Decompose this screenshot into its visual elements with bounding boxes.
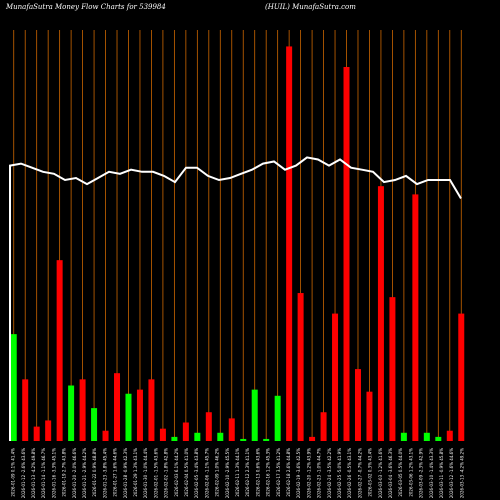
bar [458, 313, 465, 441]
bar [205, 412, 212, 441]
bar [68, 385, 75, 441]
x-tick-label: 2026-03-02 0.3% 43.4% [368, 448, 373, 497]
x-tick-label: 2026-02-25 -5.0% 41.9% [337, 448, 342, 498]
x-tick-label: 2026-02-03 6.1% 44.2% [174, 448, 179, 497]
bar [423, 432, 430, 441]
x-tick-label: 2026-02-17 3.5% 41.2% [276, 448, 281, 497]
bar [228, 418, 235, 441]
bar [171, 436, 178, 441]
x-tick-label: 2026-02-26 -0.5% 43.1% [347, 448, 352, 498]
x-tick-label: 2026-03-09 -2.3% 42.9% [419, 448, 424, 498]
bar [125, 393, 132, 441]
bar [274, 395, 281, 441]
bar [22, 379, 29, 441]
x-tick-label: 2026-01-28 -0.9% 42.3% [123, 448, 128, 498]
bar [435, 436, 442, 441]
x-tick-labels: 2026-01-09 0.1% 41.4% 2026-01-12 -2.6% 43… [11, 448, 465, 498]
chart-subtitle: (HUIL) MunafaSutra.com [265, 3, 356, 11]
bar [56, 260, 63, 441]
x-tick-label: 2026-02-05 -3.4% 43.8% [194, 448, 199, 498]
x-tick-label: 2026-02-06 -1.1% 45.7% [204, 448, 209, 498]
bar [159, 428, 166, 441]
bar [343, 66, 350, 442]
price-line [9, 156, 462, 441]
bar [446, 430, 453, 441]
bar [286, 46, 293, 441]
bar [217, 432, 224, 441]
x-tick-label: 2026-02-11 1.3% 44.1% [235, 448, 240, 497]
x-tick-label: 2026-01-30 -1.0% 44.4% [143, 448, 148, 498]
bar [263, 438, 270, 441]
x-tick-label: 2026-02-13 0.6% 43.6% [255, 448, 260, 497]
x-tick-label: 2026-03-03 -1.2% 41.6% [378, 448, 383, 498]
x-tick-label: 2026-03-12 -1.6% 44.6% [449, 448, 454, 498]
x-tick-label: 2026-01-16 -3.3% 45.1% [51, 448, 56, 498]
x-tick-label: 2026-01-29 1.3% 43.1% [133, 448, 138, 497]
x-tick-label: 2026-03-13 -4.2% 49.2% [459, 448, 464, 498]
bar [400, 432, 407, 441]
x-tick-label: 2026-02-20 -1.2% 43.9% [306, 448, 311, 498]
x-tick-label: 2026-01-23 -3.8% 45.4% [102, 448, 107, 498]
bar [91, 408, 98, 441]
bar [332, 313, 339, 441]
x-tick-label: 2026-03-05 0.5% 44.0% [398, 448, 403, 497]
bars [10, 46, 465, 442]
x-tick-label: 2026-02-19 -3.6% 42.5% [296, 448, 301, 498]
x-tick-label: 2026-02-16 1.2% 45.3% [266, 448, 271, 497]
x-tick-label: 2026-03-04 -3.6% 46.3% [388, 448, 393, 498]
x-tick-label: 2026-01-22 0.9% 48.8% [92, 448, 97, 497]
bar [148, 379, 155, 441]
bar [240, 438, 247, 441]
x-tick-label: 2026-01-27 1.6% 44.6% [113, 448, 118, 497]
x-tick-label: 2026-02-02 -1.8% 42.8% [164, 448, 169, 498]
bar [251, 389, 258, 441]
x-tick-label: 2026-01-19 2.7% 43.8% [62, 448, 67, 497]
bar [102, 430, 109, 441]
x-tick-label: 2026-02-24 -3.5% 42.2% [327, 448, 332, 498]
bar [297, 293, 304, 441]
bar [33, 426, 40, 441]
x-tick-label: 2026-03-06 1.2% 43.1% [408, 448, 413, 497]
x-tick-label: 2026-02-01 -1.5% 43.6% [153, 448, 158, 498]
bar [366, 391, 373, 441]
bar [320, 412, 327, 441]
bar [45, 420, 52, 441]
bar [354, 369, 361, 441]
x-tick-label: 2026-03-11 -0.9% 45.8% [439, 448, 444, 498]
bar [309, 436, 316, 441]
x-tick-label: 2026-02-23 -1.0% 44.7% [317, 448, 322, 498]
bar [377, 186, 384, 441]
x-tick-label: 2026-02-12 2.3% 41.1% [245, 448, 250, 497]
x-tick-label: 2026-01-13 -4.2% 49.8% [31, 448, 36, 498]
bar [79, 379, 86, 441]
bar [389, 297, 396, 441]
x-tick-label: 2026-01-21 -2.9% 44.2% [82, 448, 87, 498]
x-tick-label: 2026-01-20 -2.0% 46.6% [72, 448, 77, 498]
bar [412, 194, 419, 441]
x-tick-label: 2026-03-10 -1.4% 43.3% [429, 448, 434, 498]
x-tick-label: 2026-02-09 1.0% 46.2% [215, 448, 220, 497]
bar [114, 373, 121, 441]
bar [10, 334, 17, 441]
x-tick-label: 2026-02-10 -2.9% 45.5% [225, 448, 230, 498]
x-tick-label: 2026-02-27 -0.7% 44.2% [357, 448, 362, 498]
x-tick-label: 2026-01-14 -1.1% 46.7% [41, 448, 46, 498]
x-tick-label: 2026-02-04 0.5% 41.0% [184, 448, 189, 497]
bar [194, 432, 201, 441]
bar [182, 422, 189, 441]
chart-title: MunafaSutra Money Flow Charts for 539984 [5, 3, 166, 11]
x-tick-label: 2026-02-18 2.6% 44.8% [286, 448, 291, 497]
bar [136, 389, 143, 441]
x-tick-label: 2026-01-09 0.1% 41.4% [11, 448, 16, 497]
x-tick-label: 2026-01-12 -2.6% 43.6% [21, 448, 26, 498]
